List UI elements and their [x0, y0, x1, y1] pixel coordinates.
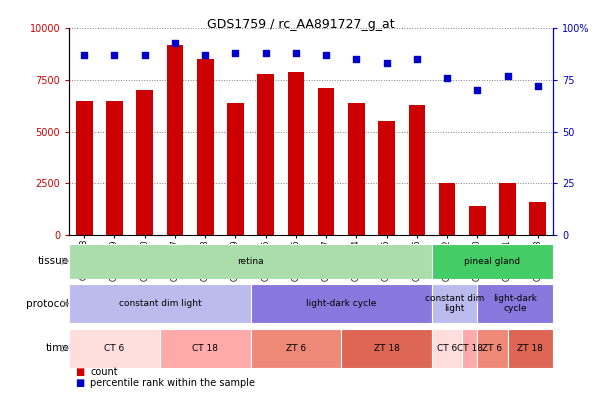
- Text: CT 18: CT 18: [457, 344, 483, 353]
- Text: tissue: tissue: [38, 256, 69, 266]
- Bar: [341, 329, 432, 368]
- Text: ■: ■: [75, 367, 84, 377]
- Bar: [136, 90, 153, 235]
- Text: constant dim light: constant dim light: [118, 299, 201, 308]
- Bar: [409, 105, 425, 235]
- Point: [200, 52, 210, 58]
- Text: percentile rank within the sample: percentile rank within the sample: [90, 377, 255, 388]
- Text: time: time: [46, 343, 69, 353]
- Point: [109, 52, 119, 58]
- Point: [382, 60, 391, 67]
- Bar: [477, 329, 508, 368]
- Text: GDS1759 / rc_AA891727_g_at: GDS1759 / rc_AA891727_g_at: [207, 18, 394, 31]
- Bar: [469, 206, 486, 235]
- Bar: [318, 88, 334, 235]
- Text: CT 6: CT 6: [437, 344, 457, 353]
- Point: [291, 50, 300, 56]
- Bar: [251, 284, 432, 323]
- Text: ZT 18: ZT 18: [517, 344, 543, 353]
- Bar: [477, 284, 553, 323]
- Text: light-dark
cycle: light-dark cycle: [493, 294, 537, 313]
- Bar: [499, 183, 516, 235]
- Point: [261, 50, 270, 56]
- Bar: [69, 244, 432, 279]
- Point: [412, 56, 422, 63]
- Bar: [227, 103, 244, 235]
- Text: pineal gland: pineal gland: [465, 257, 520, 266]
- Text: constant dim
light: constant dim light: [425, 294, 484, 313]
- Point: [322, 52, 331, 58]
- Bar: [106, 101, 123, 235]
- Point: [533, 83, 543, 90]
- Bar: [508, 329, 553, 368]
- Text: light-dark cycle: light-dark cycle: [306, 299, 376, 308]
- Text: ■: ■: [75, 377, 84, 388]
- Bar: [378, 122, 395, 235]
- Text: CT 18: CT 18: [192, 344, 218, 353]
- Point: [472, 87, 482, 94]
- Bar: [160, 329, 251, 368]
- Bar: [432, 284, 477, 323]
- Bar: [529, 202, 546, 235]
- Point: [442, 75, 452, 81]
- Bar: [251, 329, 341, 368]
- Bar: [257, 74, 274, 235]
- Bar: [69, 329, 160, 368]
- Bar: [439, 183, 456, 235]
- Point: [352, 56, 361, 63]
- Text: protocol: protocol: [26, 299, 69, 309]
- Point: [231, 50, 240, 56]
- Text: count: count: [90, 367, 118, 377]
- Bar: [462, 329, 477, 368]
- Bar: [76, 101, 93, 235]
- Point: [170, 40, 180, 46]
- Bar: [348, 103, 365, 235]
- Bar: [69, 284, 251, 323]
- Bar: [197, 59, 213, 235]
- Text: ZT 6: ZT 6: [483, 344, 502, 353]
- Point: [503, 72, 513, 79]
- Text: retina: retina: [237, 257, 264, 266]
- Bar: [432, 329, 462, 368]
- Bar: [288, 72, 304, 235]
- Bar: [166, 45, 183, 235]
- Text: ZT 18: ZT 18: [374, 344, 400, 353]
- Point: [140, 52, 150, 58]
- Text: ZT 6: ZT 6: [286, 344, 306, 353]
- Point: [79, 52, 89, 58]
- Bar: [432, 244, 553, 279]
- Text: CT 6: CT 6: [105, 344, 124, 353]
